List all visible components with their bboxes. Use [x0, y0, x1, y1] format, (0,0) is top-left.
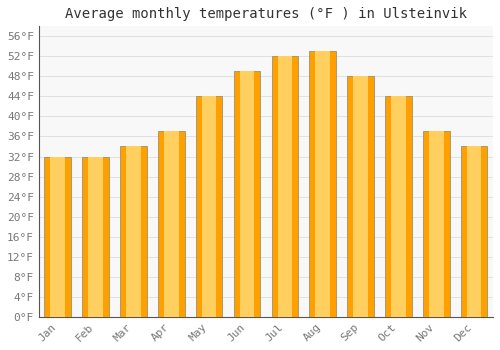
FancyBboxPatch shape — [158, 132, 184, 317]
FancyBboxPatch shape — [126, 147, 140, 317]
FancyBboxPatch shape — [44, 156, 71, 317]
FancyBboxPatch shape — [316, 51, 330, 317]
FancyBboxPatch shape — [120, 147, 146, 317]
Title: Average monthly temperatures (°F ) in Ulsteinvik: Average monthly temperatures (°F ) in Ul… — [65, 7, 467, 21]
FancyBboxPatch shape — [467, 147, 481, 317]
FancyBboxPatch shape — [310, 51, 336, 317]
FancyBboxPatch shape — [423, 132, 450, 317]
FancyBboxPatch shape — [354, 76, 368, 317]
FancyBboxPatch shape — [461, 147, 487, 317]
FancyBboxPatch shape — [82, 156, 109, 317]
FancyBboxPatch shape — [385, 96, 411, 317]
FancyBboxPatch shape — [240, 71, 254, 317]
FancyBboxPatch shape — [164, 132, 178, 317]
FancyBboxPatch shape — [348, 76, 374, 317]
FancyBboxPatch shape — [196, 96, 222, 317]
FancyBboxPatch shape — [202, 96, 216, 317]
FancyBboxPatch shape — [50, 156, 65, 317]
FancyBboxPatch shape — [88, 156, 103, 317]
FancyBboxPatch shape — [429, 132, 444, 317]
FancyBboxPatch shape — [278, 56, 292, 317]
FancyBboxPatch shape — [272, 56, 298, 317]
FancyBboxPatch shape — [234, 71, 260, 317]
FancyBboxPatch shape — [391, 96, 406, 317]
